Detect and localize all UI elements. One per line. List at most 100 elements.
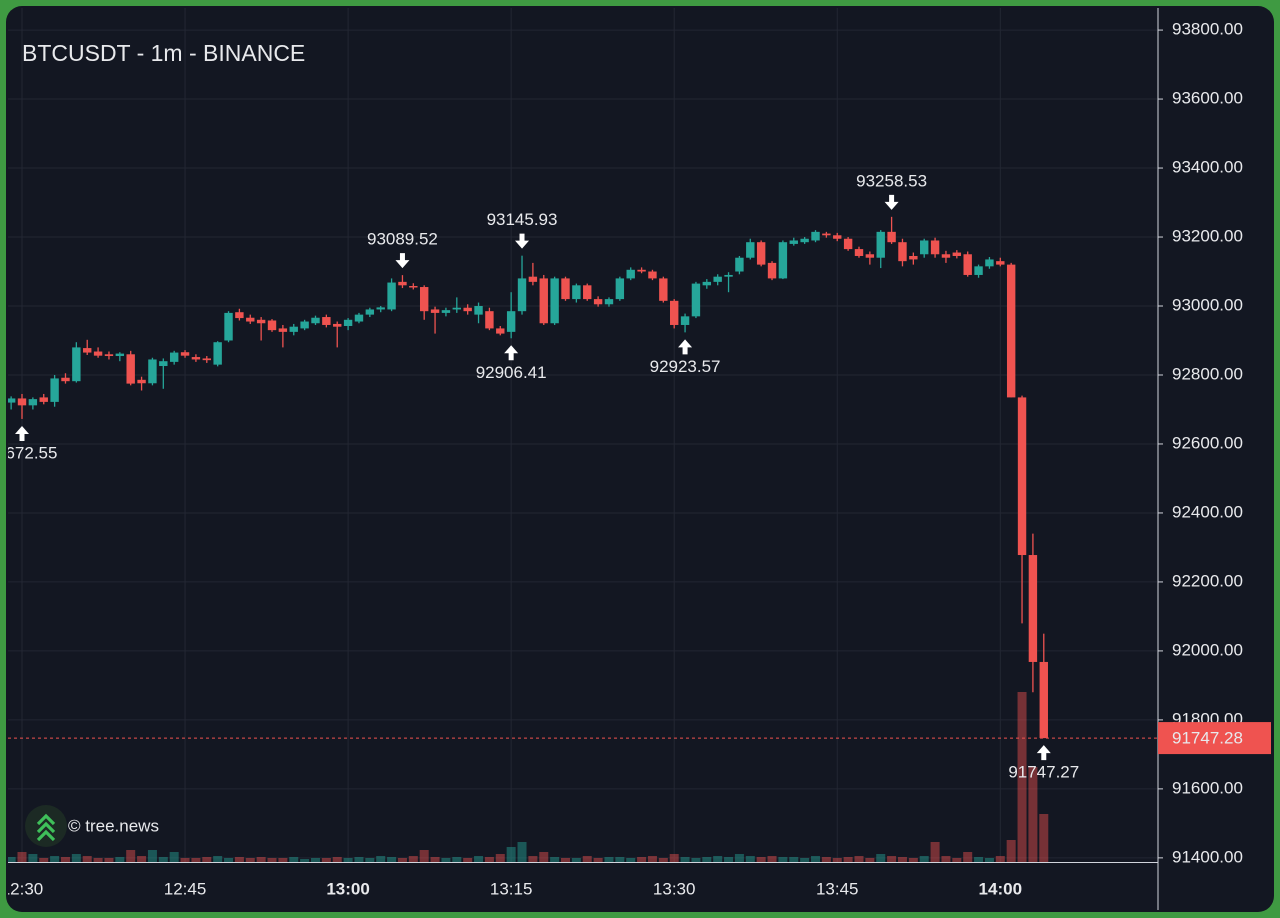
annotation-layer: 92672.55 93089.52 92906.41 93145.93 92923.57… bbox=[8, 171, 1079, 782]
volume-bar bbox=[397, 858, 407, 862]
candle-body bbox=[941, 254, 951, 258]
volume-bar bbox=[8, 857, 16, 862]
y-tick-label: 92600.00 bbox=[1172, 433, 1243, 452]
volume-bar bbox=[376, 856, 386, 862]
annotation-label: 91747.27 bbox=[1008, 763, 1079, 782]
volume-bar bbox=[441, 858, 451, 862]
candle-body bbox=[996, 261, 1005, 265]
x-tick-label: 13:00 bbox=[326, 879, 369, 898]
candle-body bbox=[789, 240, 798, 244]
volume-bar bbox=[137, 856, 147, 862]
volume-bar bbox=[82, 856, 92, 862]
candle-body bbox=[528, 276, 538, 282]
candle-body bbox=[963, 254, 972, 275]
candle-body bbox=[485, 311, 494, 329]
volume-bar bbox=[60, 857, 70, 862]
candle-body bbox=[28, 399, 38, 406]
volume-bar bbox=[528, 856, 538, 862]
candle-body bbox=[333, 323, 342, 327]
candle-body bbox=[626, 269, 635, 279]
volume-bar bbox=[593, 858, 603, 862]
volume-bar bbox=[224, 858, 234, 862]
volume-bar bbox=[1017, 692, 1027, 862]
candle-body bbox=[930, 240, 940, 255]
volume-bar bbox=[1028, 767, 1038, 862]
candle-body bbox=[593, 299, 603, 305]
volume-bar bbox=[191, 858, 201, 862]
annotation-arrow bbox=[504, 345, 519, 361]
volume-bar bbox=[332, 857, 342, 862]
candle-body bbox=[680, 316, 690, 325]
volume-bar bbox=[724, 857, 734, 862]
volume-bar bbox=[17, 852, 27, 862]
annotation-arrow bbox=[678, 339, 693, 355]
volume-bar bbox=[713, 856, 723, 862]
candle-body bbox=[724, 274, 733, 277]
candle-body bbox=[376, 307, 385, 310]
volume-bar bbox=[908, 858, 918, 862]
volume-bar bbox=[180, 858, 190, 862]
candle-body bbox=[691, 283, 701, 317]
candle-body bbox=[800, 238, 809, 243]
y-tick-label: 92000.00 bbox=[1172, 640, 1243, 659]
volume-bar bbox=[702, 857, 712, 862]
candle-body bbox=[17, 398, 27, 406]
candle-body bbox=[865, 254, 875, 258]
candle-body bbox=[419, 287, 429, 312]
annotation-label: 93089.52 bbox=[367, 230, 438, 249]
annotation-label: 92923.57 bbox=[650, 357, 721, 376]
candle-body bbox=[713, 276, 722, 282]
candle-body bbox=[746, 242, 755, 258]
candle-body bbox=[1028, 555, 1038, 662]
candle-body bbox=[93, 351, 103, 356]
candle-body bbox=[659, 278, 668, 301]
volume-bar bbox=[213, 856, 223, 862]
annotation-label: 93145.93 bbox=[487, 210, 558, 229]
candle-body bbox=[898, 242, 907, 262]
volume-bar bbox=[365, 858, 375, 862]
volume-bar bbox=[245, 858, 255, 862]
x-tick-label: 13:15 bbox=[490, 879, 533, 898]
volume-bar bbox=[539, 852, 549, 862]
candle-body bbox=[104, 354, 114, 357]
volume-bar bbox=[821, 857, 831, 862]
candle-body bbox=[148, 359, 157, 384]
candle-layer bbox=[8, 216, 1048, 739]
volume-bar bbox=[963, 852, 973, 862]
volume-bar bbox=[995, 856, 1005, 862]
watermark-text: © tree.news bbox=[68, 816, 159, 835]
volume-bar bbox=[778, 857, 788, 862]
volume-bar bbox=[658, 858, 668, 862]
volume-bar bbox=[865, 858, 875, 862]
candle-body bbox=[517, 278, 527, 312]
candle-body bbox=[985, 259, 994, 267]
y-tick-label: 92400.00 bbox=[1172, 502, 1243, 521]
volume-bar bbox=[984, 858, 994, 862]
volume-bar bbox=[1039, 814, 1049, 862]
volume-bar bbox=[474, 856, 484, 862]
volume-bar bbox=[876, 854, 886, 862]
volume-bar bbox=[615, 857, 625, 862]
last-price-label: 91747.28 bbox=[1172, 729, 1243, 748]
volume-bar bbox=[647, 856, 657, 862]
candle-body bbox=[887, 231, 896, 243]
candle-body bbox=[398, 281, 407, 286]
y-tick-label: 93000.00 bbox=[1172, 295, 1243, 314]
candle-body bbox=[441, 310, 451, 313]
candle-body bbox=[235, 312, 244, 319]
x-axis: 12:30 12:45 13:00 13:15 13:30 13:45 14:00 bbox=[8, 879, 1022, 898]
candle-body bbox=[354, 314, 364, 322]
volume-bar bbox=[267, 858, 277, 862]
y-tick-label: 93600.00 bbox=[1172, 89, 1243, 108]
candle-body bbox=[137, 379, 146, 384]
volume-bar bbox=[463, 858, 473, 862]
volume-bar bbox=[582, 856, 592, 862]
volume-bar bbox=[169, 852, 179, 862]
volume-bar bbox=[387, 857, 397, 862]
volume-bar bbox=[800, 858, 810, 862]
candle-body bbox=[246, 317, 255, 322]
candle-body bbox=[300, 321, 309, 329]
candle-body bbox=[843, 238, 853, 250]
candle-body bbox=[409, 285, 418, 288]
